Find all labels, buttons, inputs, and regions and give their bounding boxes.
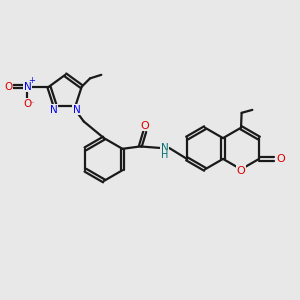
Text: O: O [276,154,285,164]
Text: N: N [24,82,32,92]
Text: +: + [28,76,35,85]
Text: H: H [161,150,168,160]
Text: O: O [141,121,149,130]
Text: N: N [50,105,58,115]
Text: O: O [4,82,12,92]
Text: O: O [23,99,32,109]
Text: ⁻: ⁻ [29,100,34,109]
Text: O: O [237,166,245,176]
Text: N: N [161,143,169,153]
Text: N: N [73,105,80,115]
